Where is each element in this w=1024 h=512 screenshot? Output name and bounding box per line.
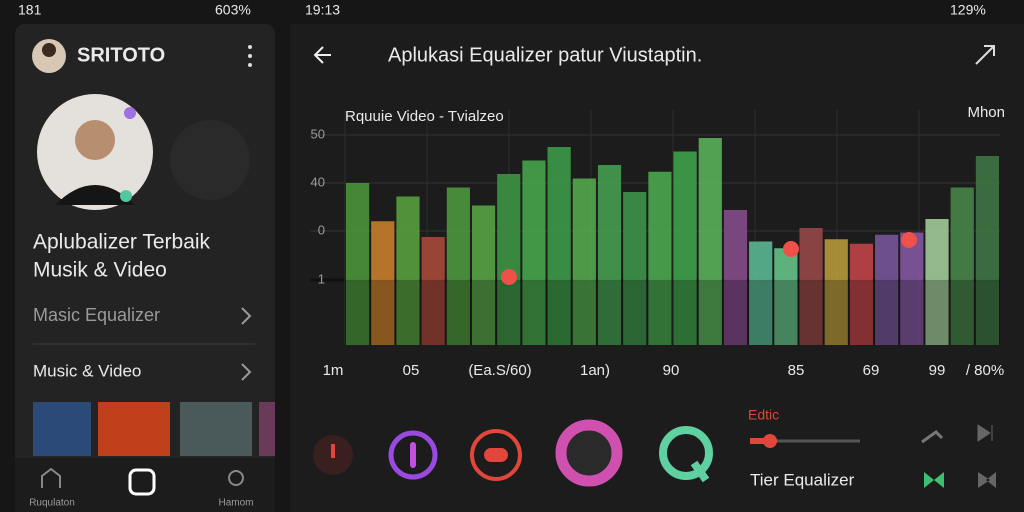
eq-band: [446, 187, 470, 345]
control-button[interactable]: [388, 430, 438, 480]
home-icon[interactable]: [41, 467, 61, 488]
x-label: 99: [929, 362, 946, 379]
edit-button[interactable]: [975, 45, 995, 65]
menu-item[interactable]: Masic Equalizer: [33, 305, 160, 325]
photo-face: [75, 120, 115, 160]
eq-band: [673, 151, 697, 345]
eq-band: [623, 192, 647, 345]
x-label: 1m: [323, 362, 344, 379]
avatar-head: [42, 43, 56, 57]
menu-item[interactable]: Music & Video: [33, 361, 141, 380]
eq-band: [925, 219, 949, 345]
eq-band: [900, 232, 924, 345]
bottom-nav: [15, 458, 275, 512]
preset-label[interactable]: Tier Equalizer: [750, 470, 855, 489]
control-button[interactable]: [470, 429, 522, 481]
eq-band: [597, 165, 622, 345]
status-time: 181: [18, 2, 42, 18]
slider-thumb[interactable]: [763, 434, 777, 448]
control-button[interactable]: [659, 426, 713, 480]
y-label: 1: [318, 271, 325, 286]
y-label: 40: [311, 174, 325, 189]
thumbnail[interactable]: [180, 402, 252, 456]
eq-band: [497, 174, 521, 345]
x-label: / 80%: [966, 362, 1004, 379]
x-label: 90: [663, 362, 680, 379]
eq-band: [749, 241, 773, 345]
eq-corner-label: Mhon: [967, 104, 1005, 121]
y-label: 50: [311, 126, 325, 141]
eq-band: [572, 178, 596, 345]
y-label: 0: [318, 222, 325, 237]
eq-band: [950, 187, 974, 345]
camera-icon[interactable]: [128, 468, 156, 496]
slider-label: Edtic: [748, 407, 779, 423]
equalizer: Rquuie Video - Tvialzeo Mhon 50 40 0 1 1m 05 (…: [310, 104, 1005, 379]
chevron: [241, 363, 252, 381]
chevron: [241, 307, 252, 325]
control-icon: [410, 442, 416, 468]
search-icon[interactable]: [228, 470, 244, 486]
status-time: 19:13: [305, 2, 340, 18]
profile-name: SRITOTO: [77, 44, 165, 66]
eq-band: [849, 243, 874, 345]
eq-band: [421, 237, 445, 345]
eq-band: [824, 239, 848, 345]
avatar-ghost: [170, 120, 250, 200]
badge: [120, 190, 132, 202]
control-icon: [690, 460, 710, 483]
eq-band: [522, 160, 546, 345]
eq-handle[interactable]: [901, 232, 917, 248]
eq-label: Rquuie Video - Tvialzeo: [345, 108, 504, 125]
toggle-button[interactable]: [924, 472, 944, 488]
eq-band: [648, 171, 672, 345]
eq-band: [975, 156, 999, 345]
skip-button[interactable]: [978, 472, 996, 488]
badge: [124, 107, 136, 119]
headline: Musik & Video: [33, 259, 167, 282]
eq-handle[interactable]: [501, 269, 517, 285]
control-icon: [484, 448, 508, 462]
play-button[interactable]: [555, 419, 623, 487]
page-title: Aplukasi Equalizer patur Viustaptin.: [388, 44, 702, 66]
eq-band: [547, 147, 571, 345]
photo-body: [55, 185, 135, 205]
x-label: 85: [788, 362, 805, 379]
x-label: (Ea.S/60): [468, 362, 531, 379]
nav-label: Hamom: [218, 498, 253, 509]
eq-band: [799, 228, 823, 345]
status-battery: 129%: [950, 2, 986, 18]
eq-band: [723, 210, 748, 345]
eq-handle[interactable]: [783, 241, 799, 257]
x-label: 1an): [580, 362, 610, 379]
eq-band: [471, 205, 496, 345]
thumbnail[interactable]: [33, 402, 91, 456]
eq-band: [698, 138, 722, 345]
x-label: 69: [863, 362, 880, 379]
next-button[interactable]: [977, 424, 993, 442]
nav-label: Ruqulaton: [29, 498, 75, 509]
eq-band: [346, 183, 370, 345]
eq-band: [396, 196, 420, 345]
eq-band: [875, 234, 899, 345]
status-battery: 603%: [215, 2, 251, 18]
eq-band: [774, 248, 798, 345]
x-label: 05: [403, 362, 420, 379]
menu-button[interactable]: [248, 45, 252, 67]
eq-shade: [345, 280, 1000, 345]
eq-band: [371, 221, 395, 345]
headline: Aplubalizer Terbaik: [33, 231, 211, 254]
thumbnail[interactable]: [98, 402, 170, 456]
thumbnail[interactable]: [259, 402, 275, 456]
control-icon: [331, 444, 335, 458]
back-button[interactable]: [313, 46, 331, 64]
share-button[interactable]: [921, 430, 944, 444]
